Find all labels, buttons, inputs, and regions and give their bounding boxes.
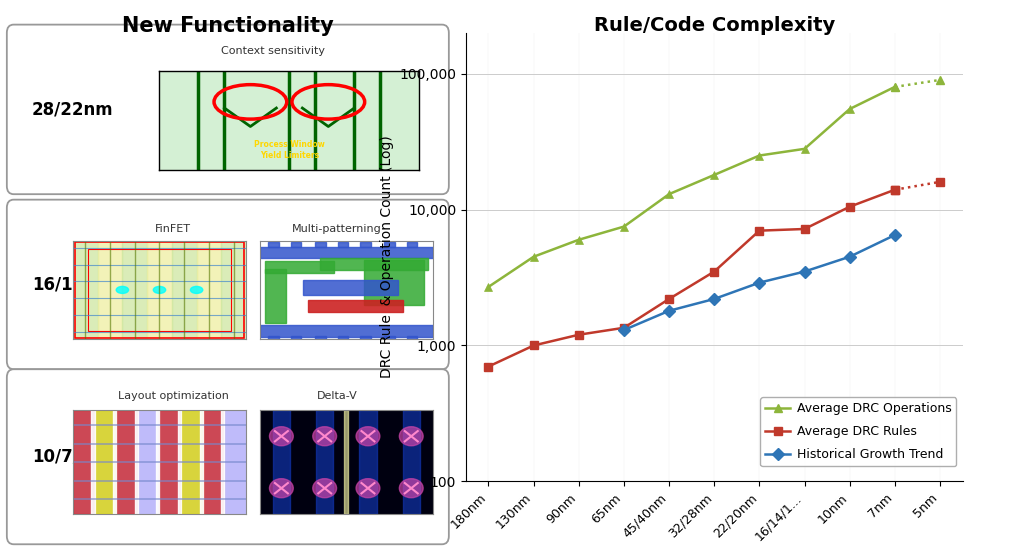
Bar xyxy=(73,241,97,339)
Text: Rule/Code Complexity: Rule/Code Complexity xyxy=(594,16,835,36)
Circle shape xyxy=(116,287,129,293)
Bar xyxy=(291,242,301,247)
Circle shape xyxy=(356,427,380,446)
Bar xyxy=(268,336,279,340)
Bar xyxy=(316,410,334,514)
Bar xyxy=(407,336,418,340)
Bar xyxy=(181,410,203,514)
Bar xyxy=(360,336,371,340)
Bar xyxy=(344,410,348,514)
Circle shape xyxy=(312,427,337,446)
Bar xyxy=(315,336,326,340)
Text: 16/14nm: 16/14nm xyxy=(32,276,114,293)
Text: Process Window: Process Window xyxy=(254,141,325,149)
Bar xyxy=(402,410,420,514)
Bar xyxy=(265,269,286,323)
Bar xyxy=(88,249,231,331)
Bar xyxy=(364,260,424,305)
Bar xyxy=(265,261,334,273)
Bar xyxy=(97,241,123,339)
Bar xyxy=(384,242,395,247)
Bar xyxy=(73,410,94,514)
Bar xyxy=(178,410,181,514)
Text: FinFET: FinFET xyxy=(156,224,191,234)
Bar xyxy=(94,410,116,514)
Text: 10/7/5nm: 10/7/5nm xyxy=(32,448,120,465)
Y-axis label: DRC Rule  & Operation Count (Log): DRC Rule & Operation Count (Log) xyxy=(380,136,393,379)
Text: Delta-V: Delta-V xyxy=(316,391,357,401)
Bar xyxy=(321,258,428,270)
Text: 28/22nm: 28/22nm xyxy=(32,101,114,118)
Bar xyxy=(224,410,246,514)
Bar xyxy=(338,336,348,340)
Bar xyxy=(260,247,433,258)
Circle shape xyxy=(399,427,423,446)
FancyBboxPatch shape xyxy=(7,25,449,194)
Bar xyxy=(123,241,147,339)
Bar xyxy=(160,410,181,514)
Text: Yield Limiters: Yield Limiters xyxy=(260,152,318,160)
Circle shape xyxy=(399,479,423,498)
Bar xyxy=(200,410,203,514)
Bar xyxy=(308,300,403,312)
Bar xyxy=(359,410,377,514)
Bar xyxy=(172,241,197,339)
Bar xyxy=(260,325,433,337)
Bar xyxy=(134,410,138,514)
Circle shape xyxy=(154,287,166,293)
Circle shape xyxy=(312,479,337,498)
Legend: Average DRC Operations, Average DRC Rules, Historical Growth Trend: Average DRC Operations, Average DRC Rule… xyxy=(760,397,956,466)
Text: Multi-patterning: Multi-patterning xyxy=(292,224,382,234)
Bar xyxy=(113,410,116,514)
Bar xyxy=(147,241,172,339)
Bar xyxy=(157,410,160,514)
Bar xyxy=(291,336,301,340)
FancyBboxPatch shape xyxy=(7,200,449,369)
Bar xyxy=(360,242,371,247)
Bar xyxy=(315,242,326,247)
Bar xyxy=(203,410,224,514)
Bar xyxy=(384,336,395,340)
Bar xyxy=(197,241,221,339)
Bar xyxy=(91,410,94,514)
Text: Context sensitivity: Context sensitivity xyxy=(221,46,326,56)
Bar xyxy=(116,410,138,514)
Bar xyxy=(338,242,348,247)
Circle shape xyxy=(190,287,203,293)
Bar xyxy=(221,410,224,514)
Text: Layout optimization: Layout optimization xyxy=(118,391,228,401)
FancyBboxPatch shape xyxy=(7,369,449,544)
Bar xyxy=(138,410,160,514)
Text: New Functionality: New Functionality xyxy=(122,16,334,37)
Circle shape xyxy=(269,479,293,498)
Circle shape xyxy=(269,427,293,446)
Bar xyxy=(268,242,279,247)
Bar xyxy=(407,242,418,247)
Bar xyxy=(221,241,246,339)
Bar xyxy=(272,410,290,514)
Circle shape xyxy=(356,479,380,498)
Bar xyxy=(303,280,398,295)
